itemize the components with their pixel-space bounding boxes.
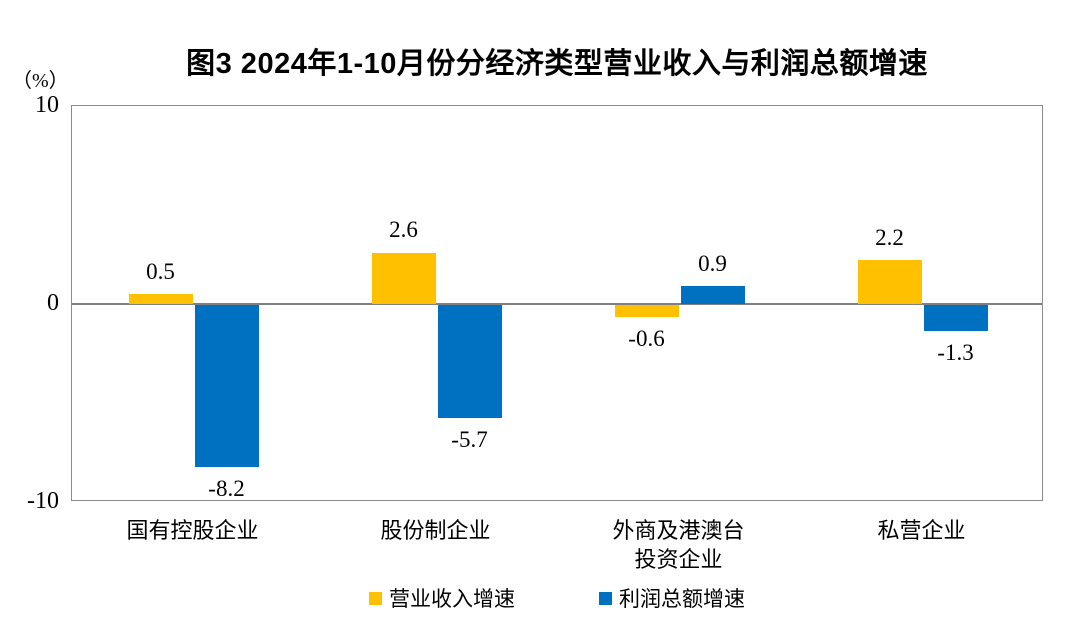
x-axis-label-1: 股份制企业: [380, 518, 491, 543]
bar-value-label-series-1-group-1: -5.7: [451, 426, 488, 452]
bar-series-1-group-1: [437, 305, 502, 418]
zero-axis-line: [72, 303, 1042, 305]
bar-series-1-group-3: [923, 305, 988, 331]
x-axis-label-2: 外商及港澳台 投资企业: [612, 518, 745, 572]
bar-series-0-group-0: [128, 294, 193, 304]
bar-series-1-group-2: [680, 286, 745, 304]
bar-value-label-series-0-group-0: 0.5: [146, 258, 175, 284]
plot-area: 0.5 -8.2 2.6 -5.7 -0.6 0.9 2.2 -1.3: [71, 105, 1043, 501]
bar-series-1-group-0: [194, 305, 259, 468]
legend-swatch-icon: [369, 591, 382, 605]
x-axis-label-3: 私营企业: [877, 518, 966, 543]
bar-series-0-group-2: [614, 305, 679, 317]
bar-value-label-series-1-group-0: -8.2: [208, 476, 245, 502]
x-axis-label-0: 国有控股企业: [126, 518, 259, 543]
y-tick-label-10: 10: [35, 92, 59, 118]
y-tick-label--10: -10: [27, 488, 59, 514]
legend-item-0: 营业收入增速: [369, 583, 515, 613]
legend-label: 营业收入增速: [389, 587, 515, 611]
bar-series-0-group-3: [857, 260, 922, 304]
chart-title: 图3 2024年1-10月份分经济类型营业收入与利润总额增速: [186, 48, 928, 80]
legend: 营业收入增速 利润总额增速: [71, 583, 1043, 613]
bar-series-0-group-1: [371, 252, 436, 304]
bar-value-label-series-1-group-2: 0.9: [698, 250, 727, 276]
bar-value-label-series-0-group-2: -0.6: [628, 325, 665, 351]
y-tick-label-0: 0: [47, 290, 59, 316]
bar-value-label-series-1-group-3: -1.3: [937, 339, 974, 365]
y-axis-unit-label: （%）: [12, 70, 69, 92]
legend-label: 利润总额增速: [619, 587, 745, 611]
legend-swatch-icon: [599, 591, 612, 605]
legend-item-1: 利润总额增速: [599, 583, 745, 613]
bar-value-label-series-0-group-1: 2.6: [389, 217, 418, 243]
bar-value-label-series-0-group-3: 2.2: [875, 225, 904, 251]
